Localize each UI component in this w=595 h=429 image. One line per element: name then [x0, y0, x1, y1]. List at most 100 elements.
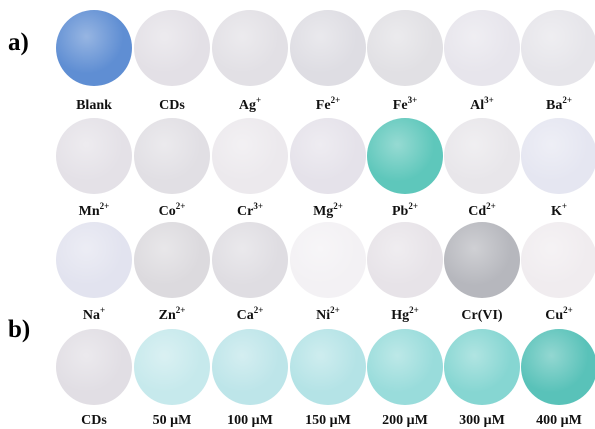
- sample-cell: 300 μM: [444, 329, 520, 429]
- sample-well-circle: [212, 222, 288, 298]
- sample-label: Cr(VI): [434, 309, 530, 323]
- sample-cell: CDs: [56, 329, 132, 429]
- sample-label-text: K: [550, 204, 562, 219]
- sample-label: Fe3+: [357, 96, 453, 113]
- sample-label-text: Al: [470, 98, 485, 113]
- sample-label-text: Ni: [316, 308, 331, 323]
- sample-well-circle: [367, 10, 443, 86]
- sample-well-circle: [521, 222, 595, 298]
- sample-label-text: 300 μM: [459, 413, 505, 428]
- sample-label-charge: 2+: [333, 201, 343, 211]
- sample-label: 300 μM: [434, 414, 530, 428]
- sample-cell: Ni2+: [290, 222, 366, 323]
- sample-label: Ag+: [202, 96, 298, 113]
- sample-label-text: Mn: [78, 204, 100, 219]
- sample-well-circle: [444, 222, 520, 298]
- sample-label-text: 100 μM: [227, 413, 273, 428]
- sample-row-3: Na+ Zn2+ Ca2+ Ni2+ Hg2+ Cr(VI) Cu2+: [0, 222, 595, 323]
- sample-label: Fe2+: [280, 96, 376, 113]
- sample-label: 100 μM: [202, 414, 298, 428]
- sample-well-circle: [521, 118, 595, 194]
- sample-label: Ca2+: [202, 306, 298, 323]
- sample-label-charge: 2+: [175, 305, 186, 315]
- sample-row-2: Mn2+ Co2+ Cr3+ Mg2+ Pb2+ Cd2+ K+: [0, 118, 595, 219]
- sample-label-text: 150 μM: [305, 413, 351, 428]
- sample-label-text: Cd: [468, 204, 487, 219]
- sample-label-charge: 2+: [175, 201, 186, 211]
- sample-well-circle: [367, 118, 443, 194]
- sample-well-circle: [290, 118, 366, 194]
- sample-well-circle: [212, 10, 288, 86]
- sample-label: CDs: [124, 99, 220, 113]
- sample-cell: Hg2+: [367, 222, 443, 323]
- sample-label: Al3+: [434, 96, 530, 113]
- sample-cell: Cr(VI): [444, 222, 520, 323]
- sample-well-circle: [521, 329, 595, 405]
- sample-label: 400 μM: [511, 414, 595, 428]
- sample-cell: Fe3+: [367, 10, 443, 113]
- sample-label-charge: +: [255, 95, 262, 105]
- sample-label-charge: 2+: [408, 201, 418, 211]
- sample-label: K+: [511, 202, 595, 219]
- sample-label: CDs: [46, 414, 142, 428]
- panel-label-b: b): [8, 316, 31, 343]
- sample-cell: Ca2+: [212, 222, 288, 323]
- sample-label-text: 50 μM: [152, 413, 192, 428]
- sample-label: 50 μM: [124, 414, 220, 428]
- sample-label-text: Cr: [237, 204, 254, 219]
- sample-well-circle: [134, 118, 210, 194]
- sample-label-text: Ag: [238, 98, 256, 113]
- sample-label-charge: 2+: [486, 201, 496, 211]
- sample-cell: Co2+: [134, 118, 210, 219]
- sample-label-text: CDs: [81, 413, 107, 428]
- sample-label-text: Ca: [236, 308, 254, 323]
- sample-label: Co2+: [124, 202, 220, 219]
- sample-label-charge: 2+: [330, 305, 340, 315]
- sample-cell: Blank: [56, 10, 132, 113]
- sample-label-text: Na: [82, 308, 100, 323]
- sample-label-charge: +: [99, 305, 106, 315]
- sample-label-charge: 2+: [409, 305, 419, 315]
- sample-label-text: CDs: [159, 98, 185, 113]
- sample-well-circle: [56, 329, 132, 405]
- sample-label-text: Blank: [76, 98, 112, 113]
- sample-well-circle: [367, 222, 443, 298]
- sample-well-circle: [212, 329, 288, 405]
- sample-label: Cd2+: [434, 202, 530, 219]
- sample-label-text: Fe: [315, 98, 331, 113]
- sample-well-circle: [56, 118, 132, 194]
- sample-label-text: Mg: [313, 204, 334, 219]
- sample-cell: Cd2+: [444, 118, 520, 219]
- sample-label-text: Hg: [391, 308, 410, 323]
- sample-cell: 200 μM: [367, 329, 443, 429]
- sample-label-charge: 2+: [563, 305, 573, 315]
- sample-label-text: Pb: [392, 204, 409, 219]
- sample-well-circle: [444, 118, 520, 194]
- sample-well-circle: [290, 222, 366, 298]
- sample-cell: Al3+: [444, 10, 520, 113]
- sample-label-text: Fe: [392, 98, 408, 113]
- sample-row-4: CDs 50 μM 100 μM 150 μM 200 μM 300 μM 400 μM: [0, 329, 595, 429]
- sample-cell: 400 μM: [521, 329, 595, 429]
- sample-label-text: Zn: [158, 308, 176, 323]
- sample-label-charge: 3+: [253, 201, 263, 211]
- sample-label-charge: 3+: [484, 95, 494, 105]
- sample-label: Ni2+: [280, 306, 376, 323]
- sample-well-circle: [367, 329, 443, 405]
- sample-well-circle: [444, 10, 520, 86]
- sample-cell: CDs: [134, 10, 210, 113]
- sample-label-text: Cr(VI): [461, 308, 503, 323]
- sample-cell: Zn2+: [134, 222, 210, 323]
- sample-row-1: Blank CDs Ag+ Fe2+ Fe3+ Al3+ Ba2+: [0, 10, 595, 113]
- sample-label-charge: 2+: [330, 95, 341, 105]
- sample-label-charge: 2+: [99, 201, 110, 211]
- sample-label: 200 μM: [357, 414, 453, 428]
- sample-label: Blank: [46, 99, 142, 113]
- sample-cell: Ag+: [212, 10, 288, 113]
- sample-cell: 100 μM: [212, 329, 288, 429]
- sample-well-circle: [444, 329, 520, 405]
- sample-label: 150 μM: [280, 414, 376, 428]
- sample-cell: 150 μM: [290, 329, 366, 429]
- sample-well-circle: [212, 118, 288, 194]
- sample-well-circle: [134, 222, 210, 298]
